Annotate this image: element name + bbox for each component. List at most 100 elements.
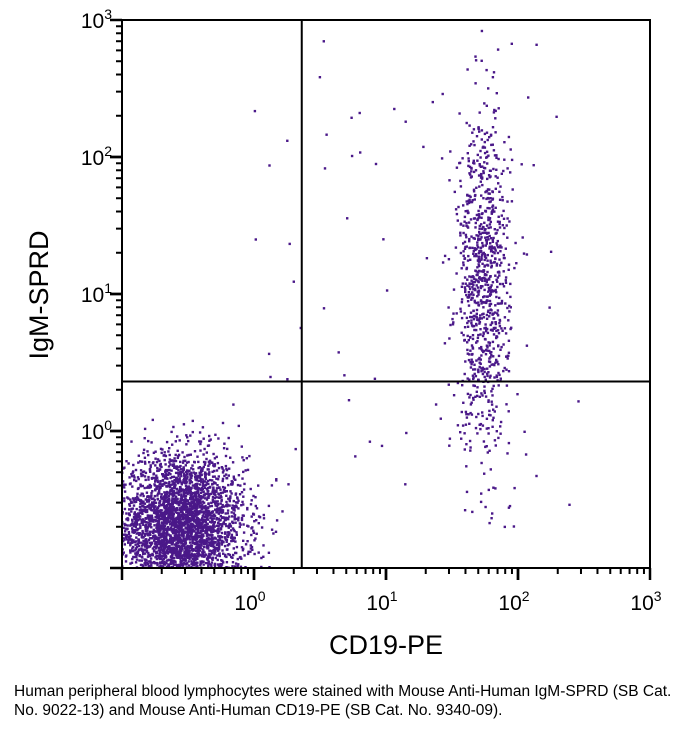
data-point xyxy=(434,403,438,406)
data-point xyxy=(162,511,166,515)
data-point xyxy=(203,515,207,519)
data-point xyxy=(220,466,224,469)
data-point xyxy=(482,440,486,443)
data-point xyxy=(150,514,154,517)
data-point xyxy=(162,513,166,516)
data-point xyxy=(404,120,407,123)
data-point xyxy=(189,572,191,574)
data-point xyxy=(194,578,196,580)
data-point xyxy=(204,526,208,529)
data-point xyxy=(186,576,188,578)
data-point xyxy=(226,613,228,615)
data-point xyxy=(448,179,451,182)
data-point xyxy=(181,542,185,546)
data-point xyxy=(132,515,136,518)
data-point xyxy=(191,619,193,621)
data-point xyxy=(496,271,500,274)
data-point xyxy=(246,508,249,511)
data-point xyxy=(140,520,143,523)
data-point xyxy=(488,294,491,297)
data-point xyxy=(471,280,474,284)
data-point xyxy=(164,554,168,558)
data-point xyxy=(196,527,200,531)
data-point xyxy=(154,450,157,453)
data-point xyxy=(477,209,480,213)
data-point xyxy=(129,482,132,485)
data-point xyxy=(480,345,483,349)
data-point xyxy=(192,538,195,541)
data-point xyxy=(496,329,500,332)
data-point xyxy=(148,498,151,502)
data-point xyxy=(178,533,181,536)
data-point xyxy=(211,479,214,482)
data-point xyxy=(145,521,148,524)
data-point xyxy=(138,509,141,512)
data-point xyxy=(501,329,504,332)
data-point xyxy=(136,497,140,500)
data-point xyxy=(191,576,193,578)
data-point xyxy=(235,504,238,507)
data-point xyxy=(183,476,187,480)
data-point xyxy=(180,521,183,524)
data-point xyxy=(159,526,162,529)
data-point xyxy=(177,513,181,517)
data-point xyxy=(163,491,166,494)
data-point xyxy=(147,475,150,479)
data-point xyxy=(489,293,493,296)
data-point xyxy=(158,488,161,491)
data-point xyxy=(475,213,479,217)
data-point xyxy=(220,505,224,509)
data-point xyxy=(507,506,511,509)
data-point xyxy=(466,209,469,213)
data-point xyxy=(136,588,138,590)
data-point xyxy=(488,234,491,238)
data-point xyxy=(128,536,131,540)
data-point xyxy=(193,601,195,603)
data-point xyxy=(142,508,145,512)
data-point xyxy=(189,494,193,498)
data-point xyxy=(474,395,477,398)
data-point xyxy=(487,218,490,222)
data-point xyxy=(468,124,471,127)
data-point xyxy=(196,530,199,533)
data-point xyxy=(201,595,203,597)
data-point xyxy=(477,127,480,130)
data-point xyxy=(236,585,238,587)
data-point xyxy=(114,551,116,553)
data-point xyxy=(218,535,222,538)
data-point xyxy=(234,478,237,481)
data-point xyxy=(485,104,488,107)
data-point xyxy=(113,467,115,469)
data-point xyxy=(235,578,237,580)
data-point xyxy=(176,587,178,589)
data-point xyxy=(477,271,480,274)
data-point xyxy=(460,301,464,304)
data-point xyxy=(191,580,193,582)
data-point xyxy=(476,336,480,340)
data-point xyxy=(155,512,158,515)
data-point xyxy=(220,496,223,499)
data-point xyxy=(242,547,245,550)
data-point xyxy=(492,355,495,358)
data-point xyxy=(211,482,214,486)
data-point xyxy=(168,480,171,484)
data-point xyxy=(219,506,222,510)
data-point xyxy=(189,535,192,538)
data-point xyxy=(143,437,146,440)
data-point xyxy=(168,579,170,581)
data-point xyxy=(194,512,197,515)
data-point xyxy=(183,581,185,583)
data-point xyxy=(168,486,172,489)
data-point xyxy=(464,210,467,213)
data-point xyxy=(497,182,500,185)
data-point xyxy=(215,587,217,589)
data-point xyxy=(204,530,208,533)
data-point xyxy=(192,591,194,593)
data-point xyxy=(211,470,214,473)
data-point xyxy=(177,534,181,537)
data-point xyxy=(182,508,186,511)
data-point xyxy=(503,525,506,529)
data-point xyxy=(156,506,160,509)
data-point xyxy=(159,500,162,503)
data-point xyxy=(172,490,176,493)
